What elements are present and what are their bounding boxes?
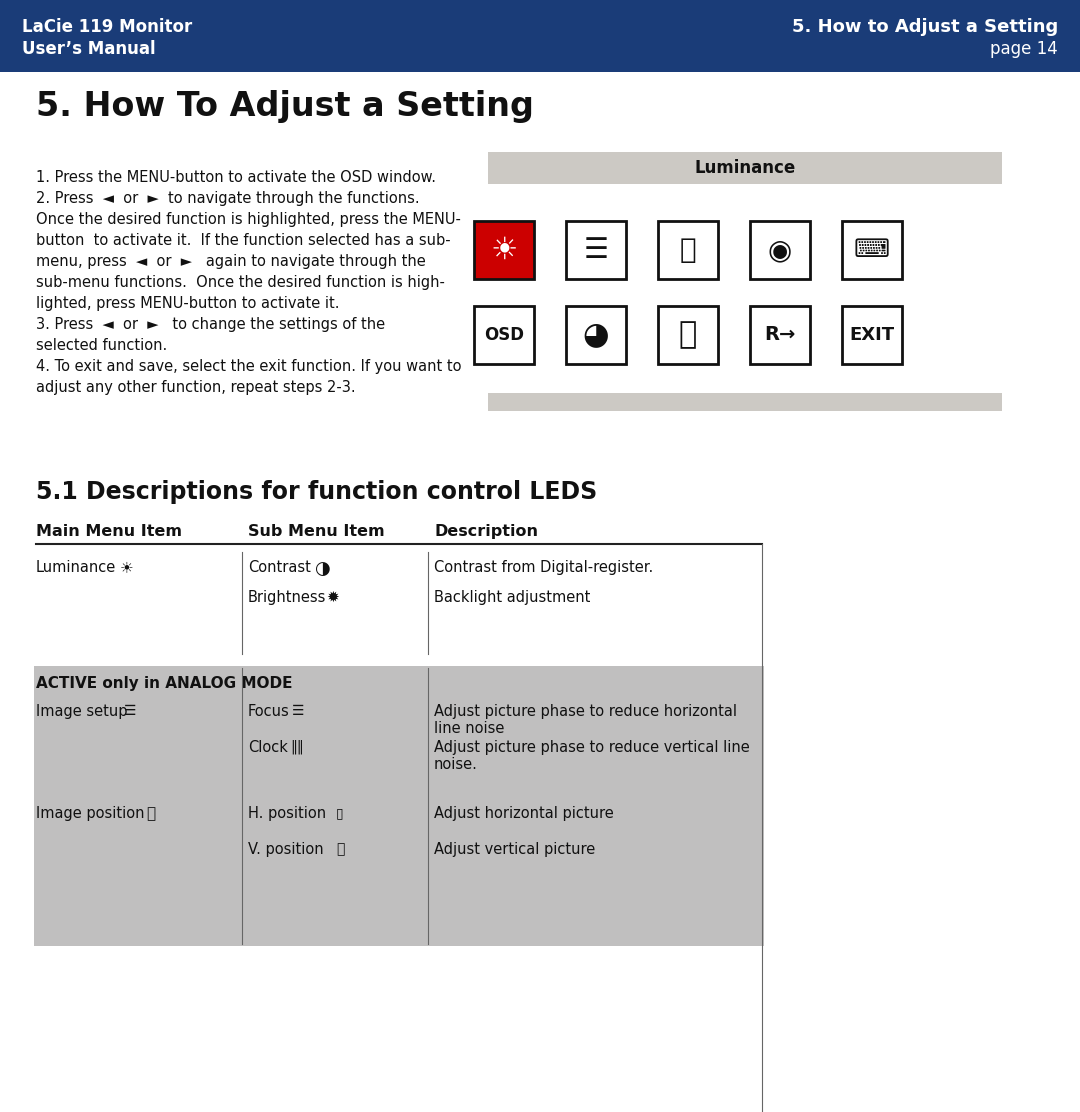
Text: LaCie 119 Monitor: LaCie 119 Monitor — [22, 18, 192, 36]
Text: Luminance: Luminance — [36, 560, 117, 575]
Bar — [488, 393, 1002, 411]
Text: ⤢: ⤢ — [679, 236, 697, 264]
Text: Main Menu Item: Main Menu Item — [36, 524, 183, 539]
Bar — [842, 306, 902, 364]
Text: 4. To exit and save, select the exit function. If you want to: 4. To exit and save, select the exit fun… — [36, 359, 461, 374]
Text: ⤢: ⤢ — [146, 806, 156, 821]
Bar — [474, 306, 534, 364]
Text: EXIT: EXIT — [850, 326, 894, 344]
Text: ◉: ◉ — [768, 236, 792, 264]
Text: Backlight adjustment: Backlight adjustment — [434, 590, 591, 605]
Text: 5. How to Adjust a Setting: 5. How to Adjust a Setting — [792, 18, 1058, 36]
Bar — [33, 666, 764, 946]
Text: menu, press  ◄  or  ►   again to navigate through the: menu, press ◄ or ► again to navigate thr… — [36, 254, 426, 269]
Text: ☰: ☰ — [292, 704, 305, 718]
Text: ✹: ✹ — [326, 590, 339, 605]
Text: Image position: Image position — [36, 806, 145, 821]
Bar — [658, 306, 718, 364]
Text: ‖‖: ‖‖ — [291, 739, 303, 755]
Bar — [488, 152, 1002, 183]
Text: Once the desired function is highlighted, press the MENU-: Once the desired function is highlighted… — [36, 212, 461, 227]
Text: ⌨: ⌨ — [854, 238, 890, 262]
Text: ⎕: ⎕ — [336, 842, 345, 856]
Text: ☀: ☀ — [490, 236, 517, 265]
Bar — [750, 221, 810, 279]
Text: Adjust horizontal picture: Adjust horizontal picture — [434, 806, 613, 821]
Bar — [750, 306, 810, 364]
Text: User’s Manual: User’s Manual — [22, 40, 156, 58]
Text: sub-menu functions.  Once the desired function is high-: sub-menu functions. Once the desired fun… — [36, 275, 445, 290]
Text: ◑: ◑ — [314, 560, 329, 578]
Text: button  to activate it.  If the function selected has a sub-: button to activate it. If the function s… — [36, 234, 450, 248]
Text: Sub Menu Item: Sub Menu Item — [248, 524, 384, 539]
Text: 2. Press  ◄  or  ►  to navigate through the functions.: 2. Press ◄ or ► to navigate through the … — [36, 191, 420, 206]
Text: ☰: ☰ — [124, 704, 136, 718]
Text: ⓘ: ⓘ — [679, 320, 697, 349]
Text: Luminance: Luminance — [694, 159, 796, 177]
Text: ACTIVE only in ANALOG MODE: ACTIVE only in ANALOG MODE — [36, 676, 293, 691]
Text: ☰: ☰ — [583, 236, 608, 264]
Text: adjust any other function, repeat steps 2-3.: adjust any other function, repeat steps … — [36, 380, 355, 395]
Text: selected function.: selected function. — [36, 338, 167, 353]
Text: Focus: Focus — [248, 704, 289, 719]
Text: R→: R→ — [765, 326, 796, 345]
Text: ☀: ☀ — [120, 560, 134, 575]
Text: OSD: OSD — [484, 326, 524, 344]
Text: 1. Press the MENU-button to activate the OSD window.: 1. Press the MENU-button to activate the… — [36, 170, 436, 185]
Text: 5.1 Descriptions for function control LEDS: 5.1 Descriptions for function control LE… — [36, 480, 597, 504]
Text: Adjust picture phase to reduce horizontal: Adjust picture phase to reduce horizonta… — [434, 704, 737, 719]
Bar — [658, 221, 718, 279]
Text: Description: Description — [434, 524, 538, 539]
Text: page 14: page 14 — [990, 40, 1058, 58]
Text: Image setup: Image setup — [36, 704, 127, 719]
Text: H. position: H. position — [248, 806, 326, 821]
Bar — [474, 221, 534, 279]
Text: noise.: noise. — [434, 757, 477, 772]
Bar — [0, 0, 1080, 72]
Text: 3. Press  ◄  or  ►   to change the settings of the: 3. Press ◄ or ► to change the settings o… — [36, 317, 386, 332]
Text: Clock: Clock — [248, 739, 288, 755]
Text: Contrast from Digital-register.: Contrast from Digital-register. — [434, 560, 653, 575]
Text: Adjust vertical picture: Adjust vertical picture — [434, 842, 595, 857]
Text: V. position: V. position — [248, 842, 324, 857]
Text: line noise: line noise — [434, 721, 504, 736]
Text: ▯: ▯ — [336, 806, 343, 820]
Text: Brightness: Brightness — [248, 590, 326, 605]
Bar — [842, 221, 902, 279]
Bar — [566, 221, 626, 279]
Bar — [566, 306, 626, 364]
Text: lighted, press MENU-button to activate it.: lighted, press MENU-button to activate i… — [36, 296, 339, 311]
Text: ◕: ◕ — [583, 320, 609, 349]
Text: 5. How To Adjust a Setting: 5. How To Adjust a Setting — [36, 90, 534, 123]
Text: Adjust picture phase to reduce vertical line: Adjust picture phase to reduce vertical … — [434, 739, 750, 755]
Text: Contrast: Contrast — [248, 560, 311, 575]
